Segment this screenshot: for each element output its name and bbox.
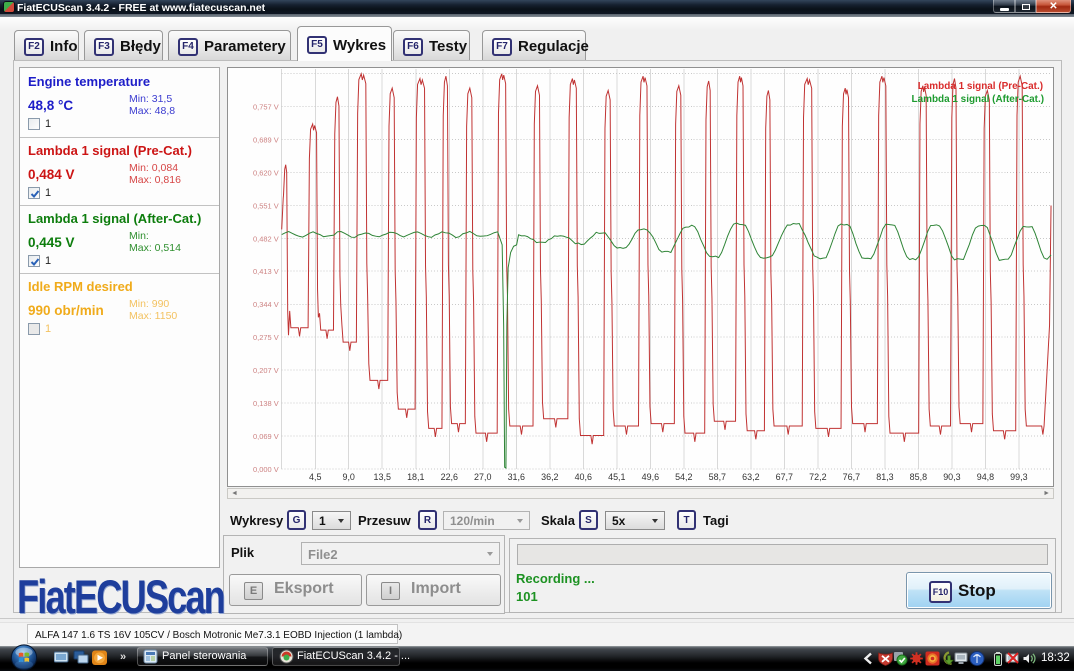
svg-text:49,6: 49,6 xyxy=(642,472,659,482)
svg-text:99,3: 99,3 xyxy=(1010,472,1027,482)
svg-text:31,6: 31,6 xyxy=(508,472,525,482)
svg-text:40,6: 40,6 xyxy=(575,472,592,482)
svg-text:94,8: 94,8 xyxy=(977,472,994,482)
svg-text:0,000 V: 0,000 V xyxy=(253,465,279,474)
svg-text:90,3: 90,3 xyxy=(943,472,960,482)
svg-text:72,2: 72,2 xyxy=(809,472,826,482)
svg-text:36,2: 36,2 xyxy=(541,472,558,482)
svg-text:»: » xyxy=(120,651,126,663)
svg-text:18,1: 18,1 xyxy=(407,472,424,482)
svg-text:0,689 V: 0,689 V xyxy=(253,135,279,144)
svg-text:Lambda 1 signal (Pre-Cat.): Lambda 1 signal (Pre-Cat.) xyxy=(918,81,1043,92)
svg-text:4,5: 4,5 xyxy=(309,472,321,482)
svg-text:0,757 V: 0,757 V xyxy=(253,102,279,111)
svg-text:0,413 V: 0,413 V xyxy=(253,267,279,276)
svg-text:67,7: 67,7 xyxy=(776,472,793,482)
svg-text:76,7: 76,7 xyxy=(843,472,860,482)
svg-text:0,344 V: 0,344 V xyxy=(253,300,279,309)
svg-text:85,8: 85,8 xyxy=(910,472,927,482)
svg-text:58,7: 58,7 xyxy=(709,472,726,482)
svg-text:63,2: 63,2 xyxy=(742,472,759,482)
svg-text:81,3: 81,3 xyxy=(876,472,893,482)
svg-text:0,207 V: 0,207 V xyxy=(253,366,279,375)
svg-text:27,0: 27,0 xyxy=(474,472,491,482)
svg-text:0,138 V: 0,138 V xyxy=(253,399,279,408)
svg-text:45,1: 45,1 xyxy=(608,472,625,482)
svg-text:13,5: 13,5 xyxy=(374,472,391,482)
svg-text:0,620 V: 0,620 V xyxy=(253,168,279,177)
svg-text:0,069 V: 0,069 V xyxy=(253,432,279,441)
svg-text:Lambda 1 signal (After-Cat.): Lambda 1 signal (After-Cat.) xyxy=(912,94,1045,105)
svg-text:0,482 V: 0,482 V xyxy=(253,234,279,243)
svg-text:54,2: 54,2 xyxy=(675,472,692,482)
svg-text:22,6: 22,6 xyxy=(441,472,458,482)
svg-text:0,551 V: 0,551 V xyxy=(253,201,279,210)
svg-text:0,275 V: 0,275 V xyxy=(253,333,279,342)
svg-text:9,0: 9,0 xyxy=(342,472,354,482)
